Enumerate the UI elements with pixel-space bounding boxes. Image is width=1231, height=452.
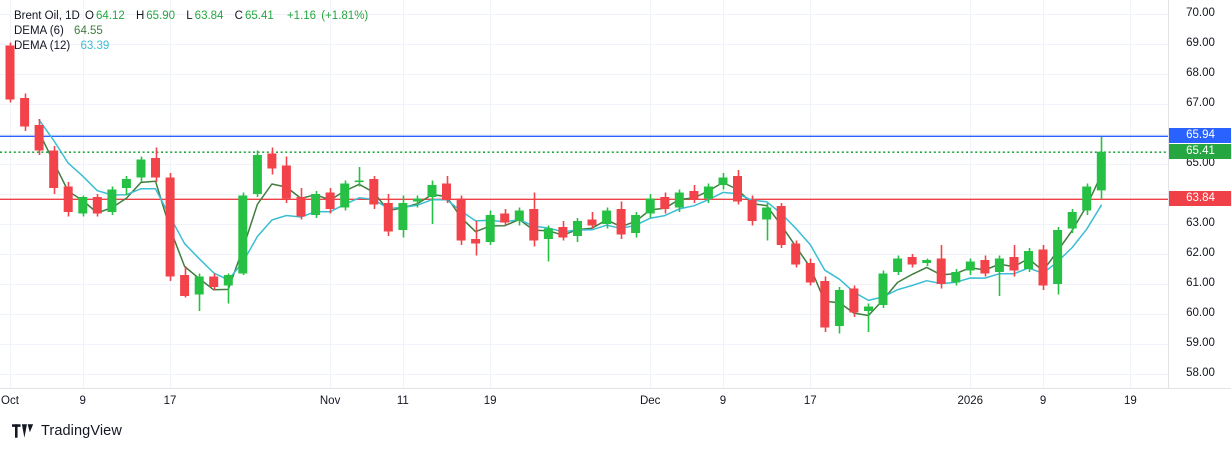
time-tick: 9 [1039, 395, 1047, 407]
chart-plot-area[interactable] [0, 0, 1168, 388]
time-tick: 11 [396, 395, 409, 407]
time-tick: 9 [79, 395, 86, 407]
time-tick: 19 [1123, 395, 1137, 407]
time-tick: Oct [1, 395, 19, 407]
time-tick: 17 [163, 395, 177, 407]
price-badge-low[interactable]: 63.84 [1169, 191, 1231, 207]
tradingview-wordmark: TradingView [41, 423, 122, 439]
price-tick: 68.00 [1186, 67, 1215, 80]
time-tick: 9 [719, 395, 727, 407]
price-tick: 70.00 [1186, 7, 1215, 20]
price-scale[interactable]: 70.00 69.00 68.00 67.00 65.00 63.00 62.00 61.00… [1168, 0, 1231, 388]
price-tick: 62.00 [1186, 247, 1215, 260]
price-tick: 67.00 [1186, 97, 1215, 110]
time-scale[interactable]: Oct 9 17 Nov 11 19 Dec 9 17 2026 9 19 [0, 388, 1231, 414]
time-tick: 17 [803, 395, 817, 407]
price-badge-last-close[interactable]: 65.41 [1169, 144, 1231, 160]
tradingview-logo[interactable]: TradingView [12, 423, 122, 439]
chart-footer: TradingView [0, 414, 1231, 452]
price-badge-prev-high[interactable]: 65.94 [1169, 128, 1231, 144]
price-tick: 61.00 [1186, 277, 1215, 290]
time-tick: Nov [319, 395, 341, 407]
time-tick: Dec [639, 395, 661, 407]
price-tick: 63.00 [1186, 217, 1215, 230]
time-tick: 19 [483, 395, 497, 407]
price-tick: 58.00 [1186, 367, 1215, 380]
price-tick: 65.00 [1186, 157, 1215, 170]
tradingview-logo-icon [12, 424, 34, 438]
time-tick: 2026 [957, 395, 984, 407]
price-tick: 59.00 [1186, 337, 1215, 350]
price-tick: 69.00 [1186, 37, 1215, 50]
candlestick-plot [0, 0, 1168, 388]
price-tick: 60.00 [1186, 307, 1215, 320]
